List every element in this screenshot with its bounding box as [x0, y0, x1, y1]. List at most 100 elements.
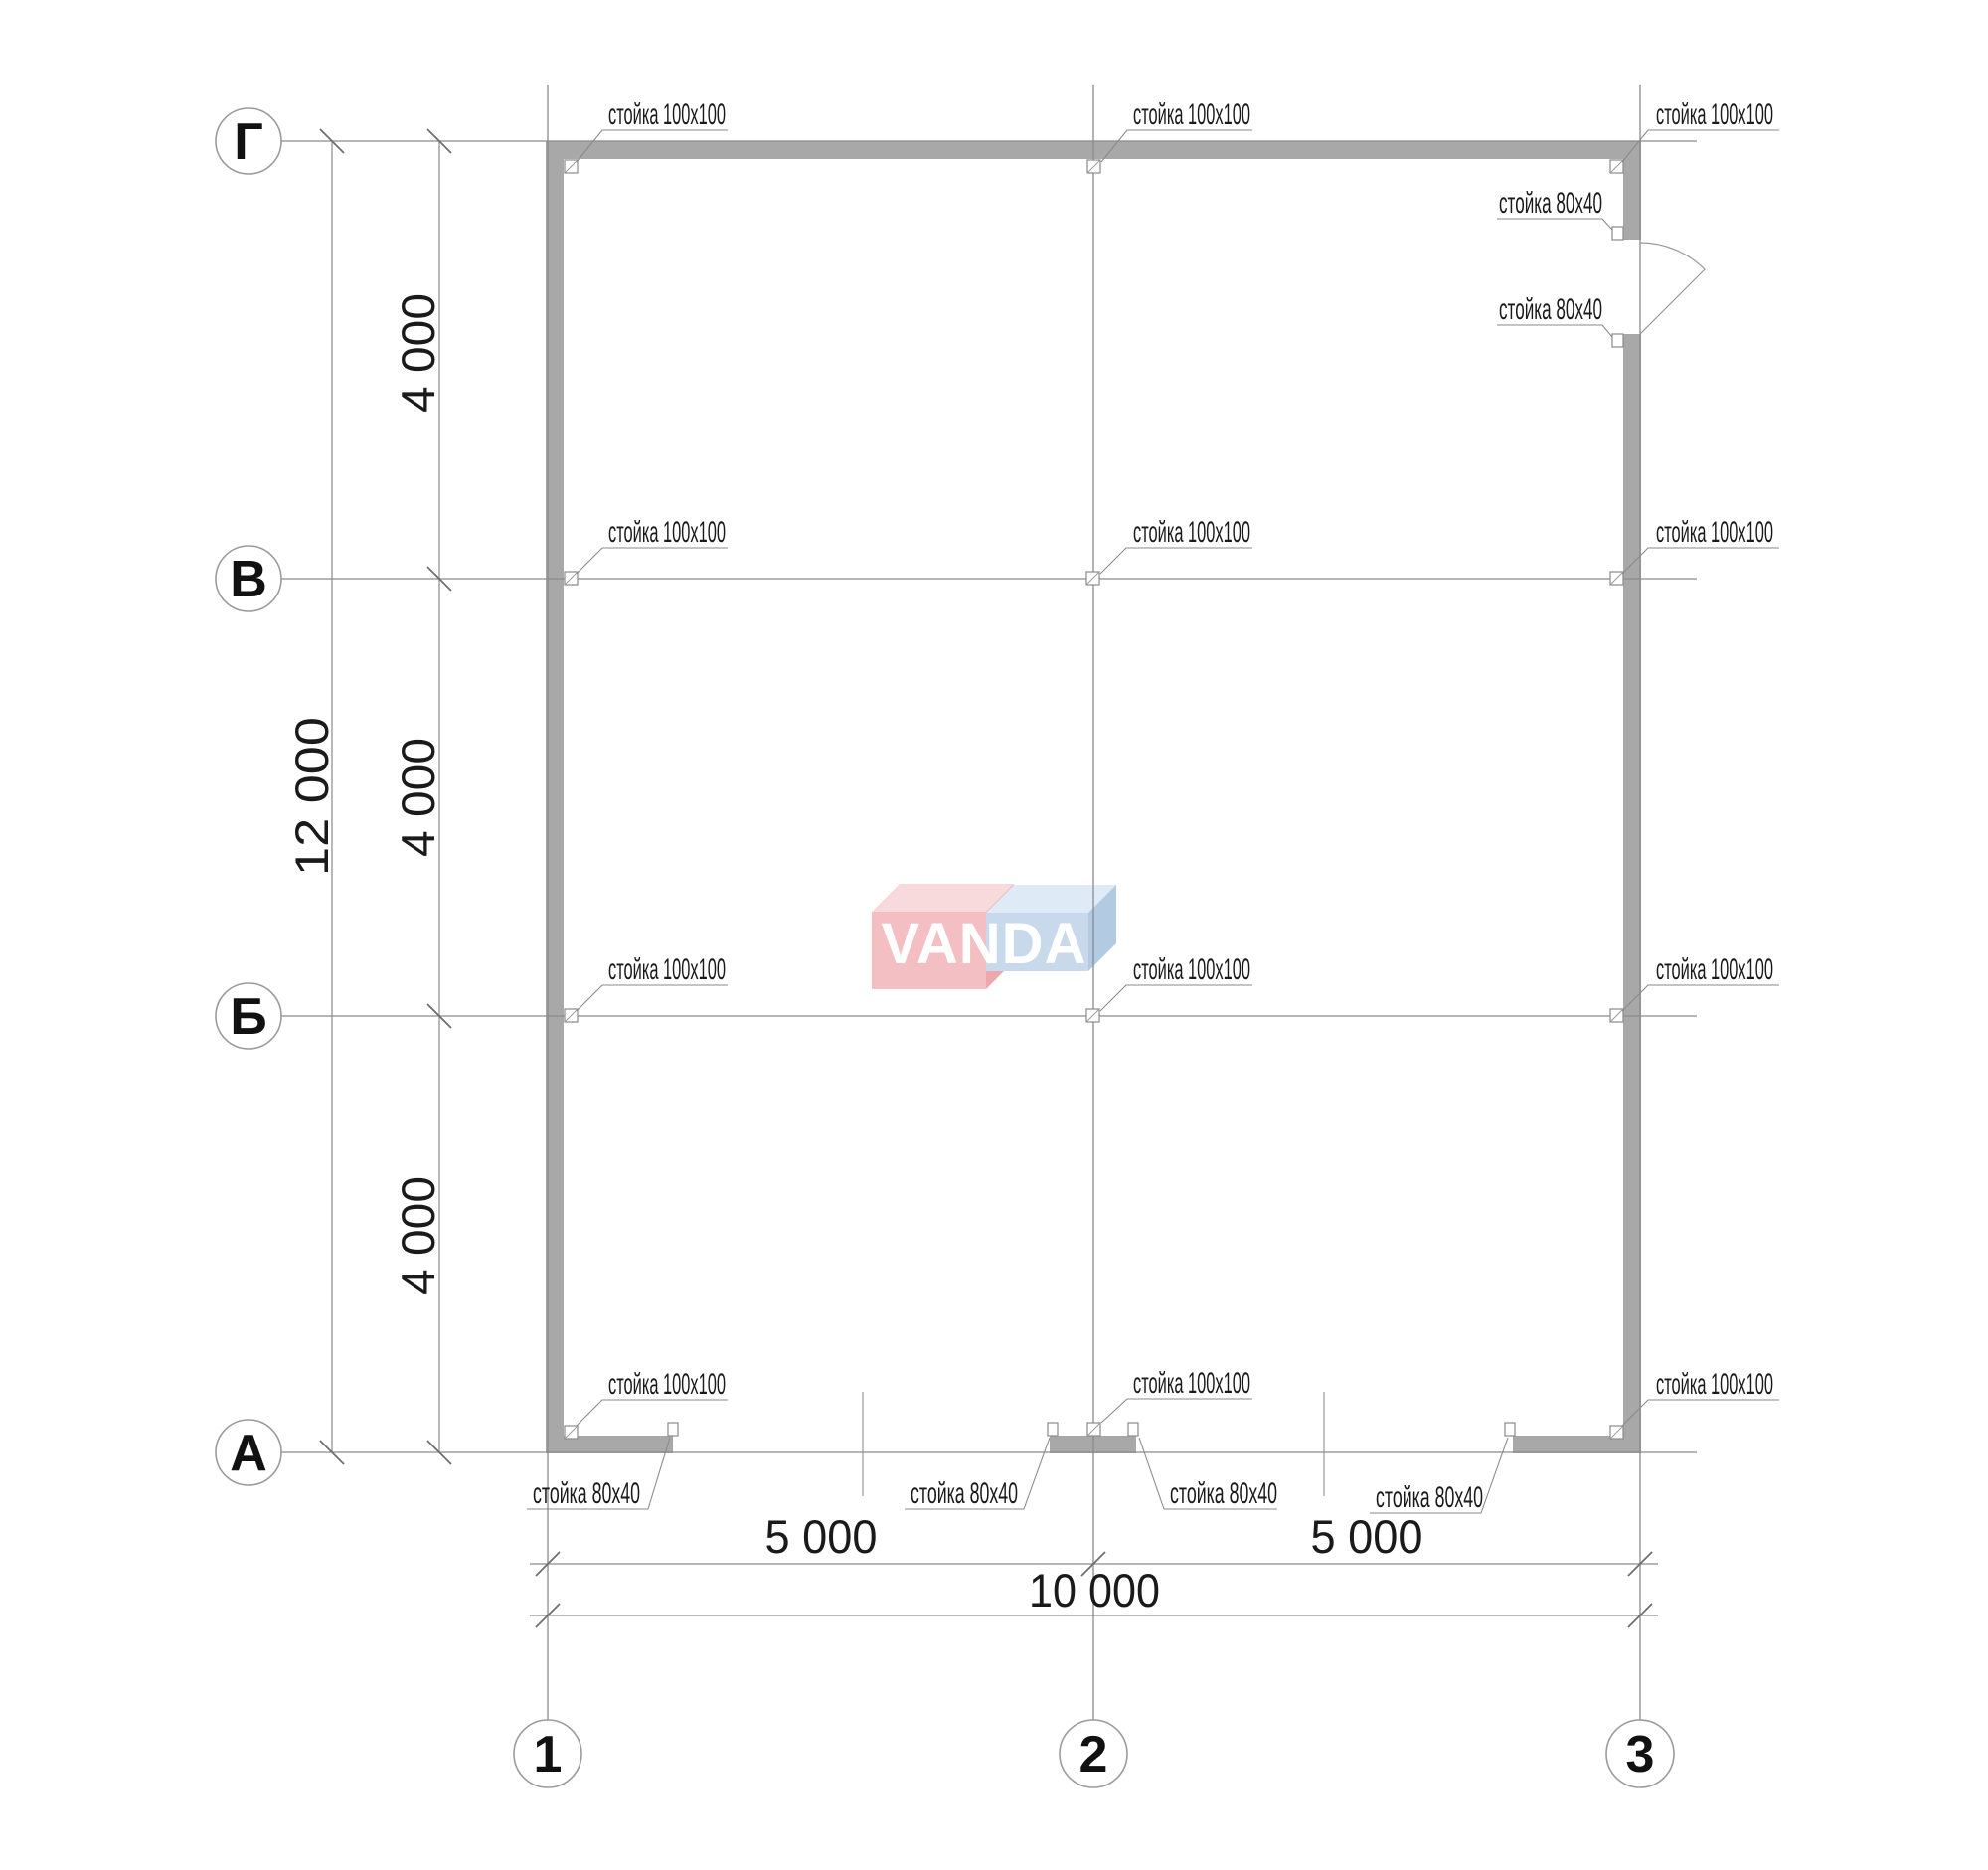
- axis-grid: [281, 85, 1697, 1720]
- wall-right-above-door: [1623, 141, 1641, 240]
- dim-tick: [319, 1440, 345, 1465]
- leader-line: [1099, 984, 1252, 1012]
- dim-text-row-segment: 4 000: [392, 738, 444, 857]
- post-80-marker: [1047, 1422, 1059, 1437]
- dim-tick: [426, 128, 452, 154]
- logo-text: VANDA: [882, 912, 1087, 976]
- post-100-marker: [1609, 571, 1624, 586]
- post-80-label: стойка 80x40: [1170, 1477, 1277, 1510]
- leader-line: [527, 1437, 671, 1510]
- post-100-label: стойка 100x100: [1656, 953, 1773, 986]
- post-80-marker: [1504, 1422, 1516, 1437]
- logo-blue-box-top: [986, 885, 1116, 913]
- post-100-label: стойка 100x100: [1656, 98, 1773, 131]
- axis-circles: Г В Б А 1 2 3: [215, 107, 1675, 1788]
- post-80-label: стойка 80x40: [911, 1477, 1018, 1510]
- dim-text-total-width: 10 000: [1029, 1564, 1160, 1616]
- axis-circle-col-1: [513, 1719, 582, 1788]
- dim-text-col-segment: 5 000: [765, 1510, 878, 1563]
- leader-line: [1138, 1437, 1277, 1510]
- post-80-marker: [1127, 1422, 1139, 1437]
- post-100-marker: [1085, 571, 1100, 586]
- axis-circle-row-g: [215, 107, 282, 175]
- post-80-label: стойка 80x40: [1499, 187, 1602, 220]
- post-100-label: стойка 100x100: [608, 1368, 726, 1401]
- post-100-label: стойка 100x100: [608, 98, 726, 131]
- post-80-labels: стойка 80x40 стойка 80x40 стойка 80x40 с…: [533, 187, 1602, 1514]
- dim-text-col-segment: 5 000: [1311, 1510, 1423, 1563]
- wall-bottom-left-segment: [546, 1436, 673, 1453]
- dimension-lines: [319, 128, 1658, 1628]
- axis-label-row-g: Г: [234, 113, 262, 171]
- leader-line: [905, 1437, 1051, 1510]
- dimension-texts: 12 000 4 000 4 000 4 000 5 000 5 000 10 …: [285, 293, 1423, 1616]
- logo-blue-box-front: [986, 913, 1088, 971]
- posts-80-group: [667, 226, 1624, 1437]
- leaders-group: [527, 129, 1779, 1514]
- post-100-marker: [564, 571, 579, 586]
- leader-line: [1100, 1398, 1252, 1424]
- axis-label-row-a: А: [230, 1425, 267, 1482]
- leader-line: [1497, 324, 1613, 338]
- post-80-label: стойка 80x40: [1376, 1481, 1483, 1514]
- post-100-label: стойка 100x100: [1656, 1368, 1773, 1401]
- post-80-marker: [1611, 226, 1624, 241]
- dim-tick: [426, 566, 452, 592]
- post-100-marker: [1609, 1008, 1624, 1023]
- post-80-marker: [1611, 333, 1624, 348]
- dim-text-row-segment: 4 000: [392, 1176, 444, 1295]
- axis-circle-row-v: [215, 545, 282, 612]
- dim-text-row-segment: 4 000: [392, 293, 444, 413]
- dim-tick: [1627, 1551, 1653, 1577]
- dim-text-total-height: 12 000: [285, 717, 338, 876]
- axis-circle-col-2: [1059, 1719, 1128, 1788]
- leader-line: [1621, 129, 1779, 163]
- post-80-label: стойка 80x40: [533, 1477, 640, 1510]
- axis-label-col-2: 2: [1079, 1726, 1108, 1784]
- wall-right-below-door: [1623, 334, 1641, 1453]
- axis-label-col-3: 3: [1626, 1726, 1655, 1784]
- dim-tick: [1080, 1551, 1106, 1577]
- axis-circle-row-a: [215, 1419, 282, 1486]
- wall-bottom-right-segment: [1513, 1436, 1641, 1453]
- posts-100-group: [564, 159, 1624, 1440]
- vanda-logo-watermark: VANDA: [872, 884, 1116, 989]
- dim-tick: [426, 1440, 452, 1465]
- wall-left: [546, 141, 564, 1453]
- post-100-label: стойка 100x100: [1133, 516, 1250, 549]
- leader-line: [1100, 129, 1252, 163]
- leader-line: [1621, 547, 1779, 575]
- post-80-label: стойка 80x40: [1499, 293, 1602, 326]
- post-100-marker: [1609, 1425, 1624, 1440]
- dim-tick: [535, 1551, 561, 1577]
- axis-circle-col-3: [1605, 1719, 1675, 1788]
- leader-line: [576, 129, 728, 163]
- post-100-marker: [1086, 1422, 1101, 1437]
- leader-line: [1621, 984, 1779, 1012]
- leader-line: [576, 547, 728, 575]
- post-100-label: стойка 100x100: [1656, 516, 1773, 549]
- leader-line: [1370, 1437, 1509, 1514]
- post-100-label: стойка 100x100: [1133, 1367, 1250, 1400]
- post-100-marker: [564, 1425, 579, 1440]
- logo-pink-box-top: [872, 884, 1014, 912]
- logo-blue-box-side: [1088, 885, 1116, 971]
- post-100-marker: [564, 159, 579, 174]
- post-100-label: стойка 100x100: [1133, 98, 1250, 131]
- logo-pink-box-front: [872, 912, 986, 989]
- leader-line: [576, 984, 728, 1012]
- post-80-marker: [667, 1422, 679, 1437]
- post-100-marker: [1085, 1008, 1100, 1023]
- dim-tick: [1627, 1603, 1653, 1628]
- post-100-labels: стойка 100x100 стойка 100x100 стойка 100…: [608, 98, 1773, 1401]
- axis-circle-row-b: [215, 982, 282, 1050]
- dim-tick: [319, 128, 345, 154]
- dim-tick: [426, 1003, 452, 1029]
- leader-line: [576, 1399, 728, 1427]
- axis-label-col-1: 1: [534, 1726, 563, 1784]
- dim-tick: [535, 1603, 561, 1628]
- post-100-marker: [564, 1008, 579, 1023]
- axis-label-row-b: Б: [230, 988, 266, 1046]
- leader-line: [1621, 1399, 1779, 1427]
